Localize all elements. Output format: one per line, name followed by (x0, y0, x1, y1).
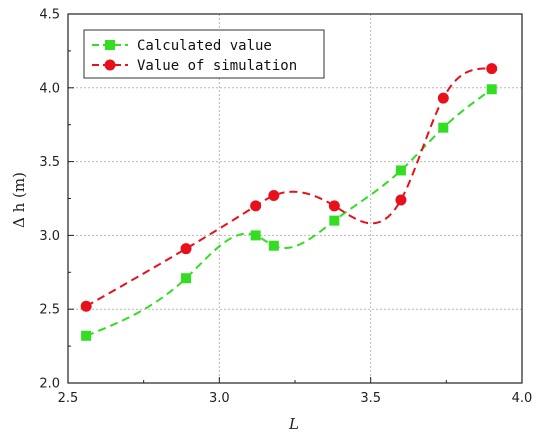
data-point-simulation (328, 200, 340, 212)
legend-marker-calculated (105, 40, 115, 50)
tick-labels: 2.5 3.0 3.5 4.02.02.53.03.54.04.5 (39, 8, 532, 407)
data-point-simulation (268, 190, 280, 202)
data-point-calculated (181, 273, 192, 284)
series-line-0 (85, 88, 493, 337)
data-point-simulation (486, 63, 498, 75)
data-point-calculated (395, 165, 406, 176)
series-lines (85, 67, 493, 337)
y-tick-label: 2.5 (39, 303, 60, 318)
x-axis-label: L (288, 415, 299, 433)
legend-label-calculated: Calculated value (137, 38, 272, 54)
data-point-simulation (437, 92, 449, 104)
data-point-calculated (438, 122, 449, 133)
data-point-simulation (180, 243, 192, 255)
axes (67, 13, 523, 384)
x-tick-label: 2.5 (58, 391, 79, 406)
legend: Calculated value Value of simulation (83, 29, 325, 79)
legend-box (83, 29, 325, 79)
legend-marker-simulation (104, 59, 116, 71)
data-point-calculated (329, 215, 340, 226)
y-tick-label: 4.5 (39, 8, 60, 23)
series-line-1 (85, 67, 492, 308)
x-tick-label: 3.5 (360, 391, 381, 406)
data-point-calculated (486, 84, 497, 95)
data-point-calculated (268, 240, 279, 251)
data-point-simulation (250, 200, 262, 212)
x-tick-label: 3.0 (209, 391, 230, 406)
y-tick-label: 3.5 (39, 155, 60, 170)
series-markers (80, 63, 498, 341)
y-tick-label: 4.0 (39, 81, 60, 96)
legend-label-simulation: Value of simulation (137, 58, 297, 74)
data-point-simulation (395, 194, 407, 206)
data-point-simulation (80, 300, 92, 312)
y-tick-label: 2.0 (39, 377, 60, 392)
y-tick-label: 3.0 (39, 229, 60, 244)
data-point-calculated (81, 330, 92, 341)
x-tick-label: 4.0 (512, 391, 533, 406)
y-axis-label: Δ h (m) (10, 172, 28, 228)
data-point-calculated (250, 230, 261, 241)
